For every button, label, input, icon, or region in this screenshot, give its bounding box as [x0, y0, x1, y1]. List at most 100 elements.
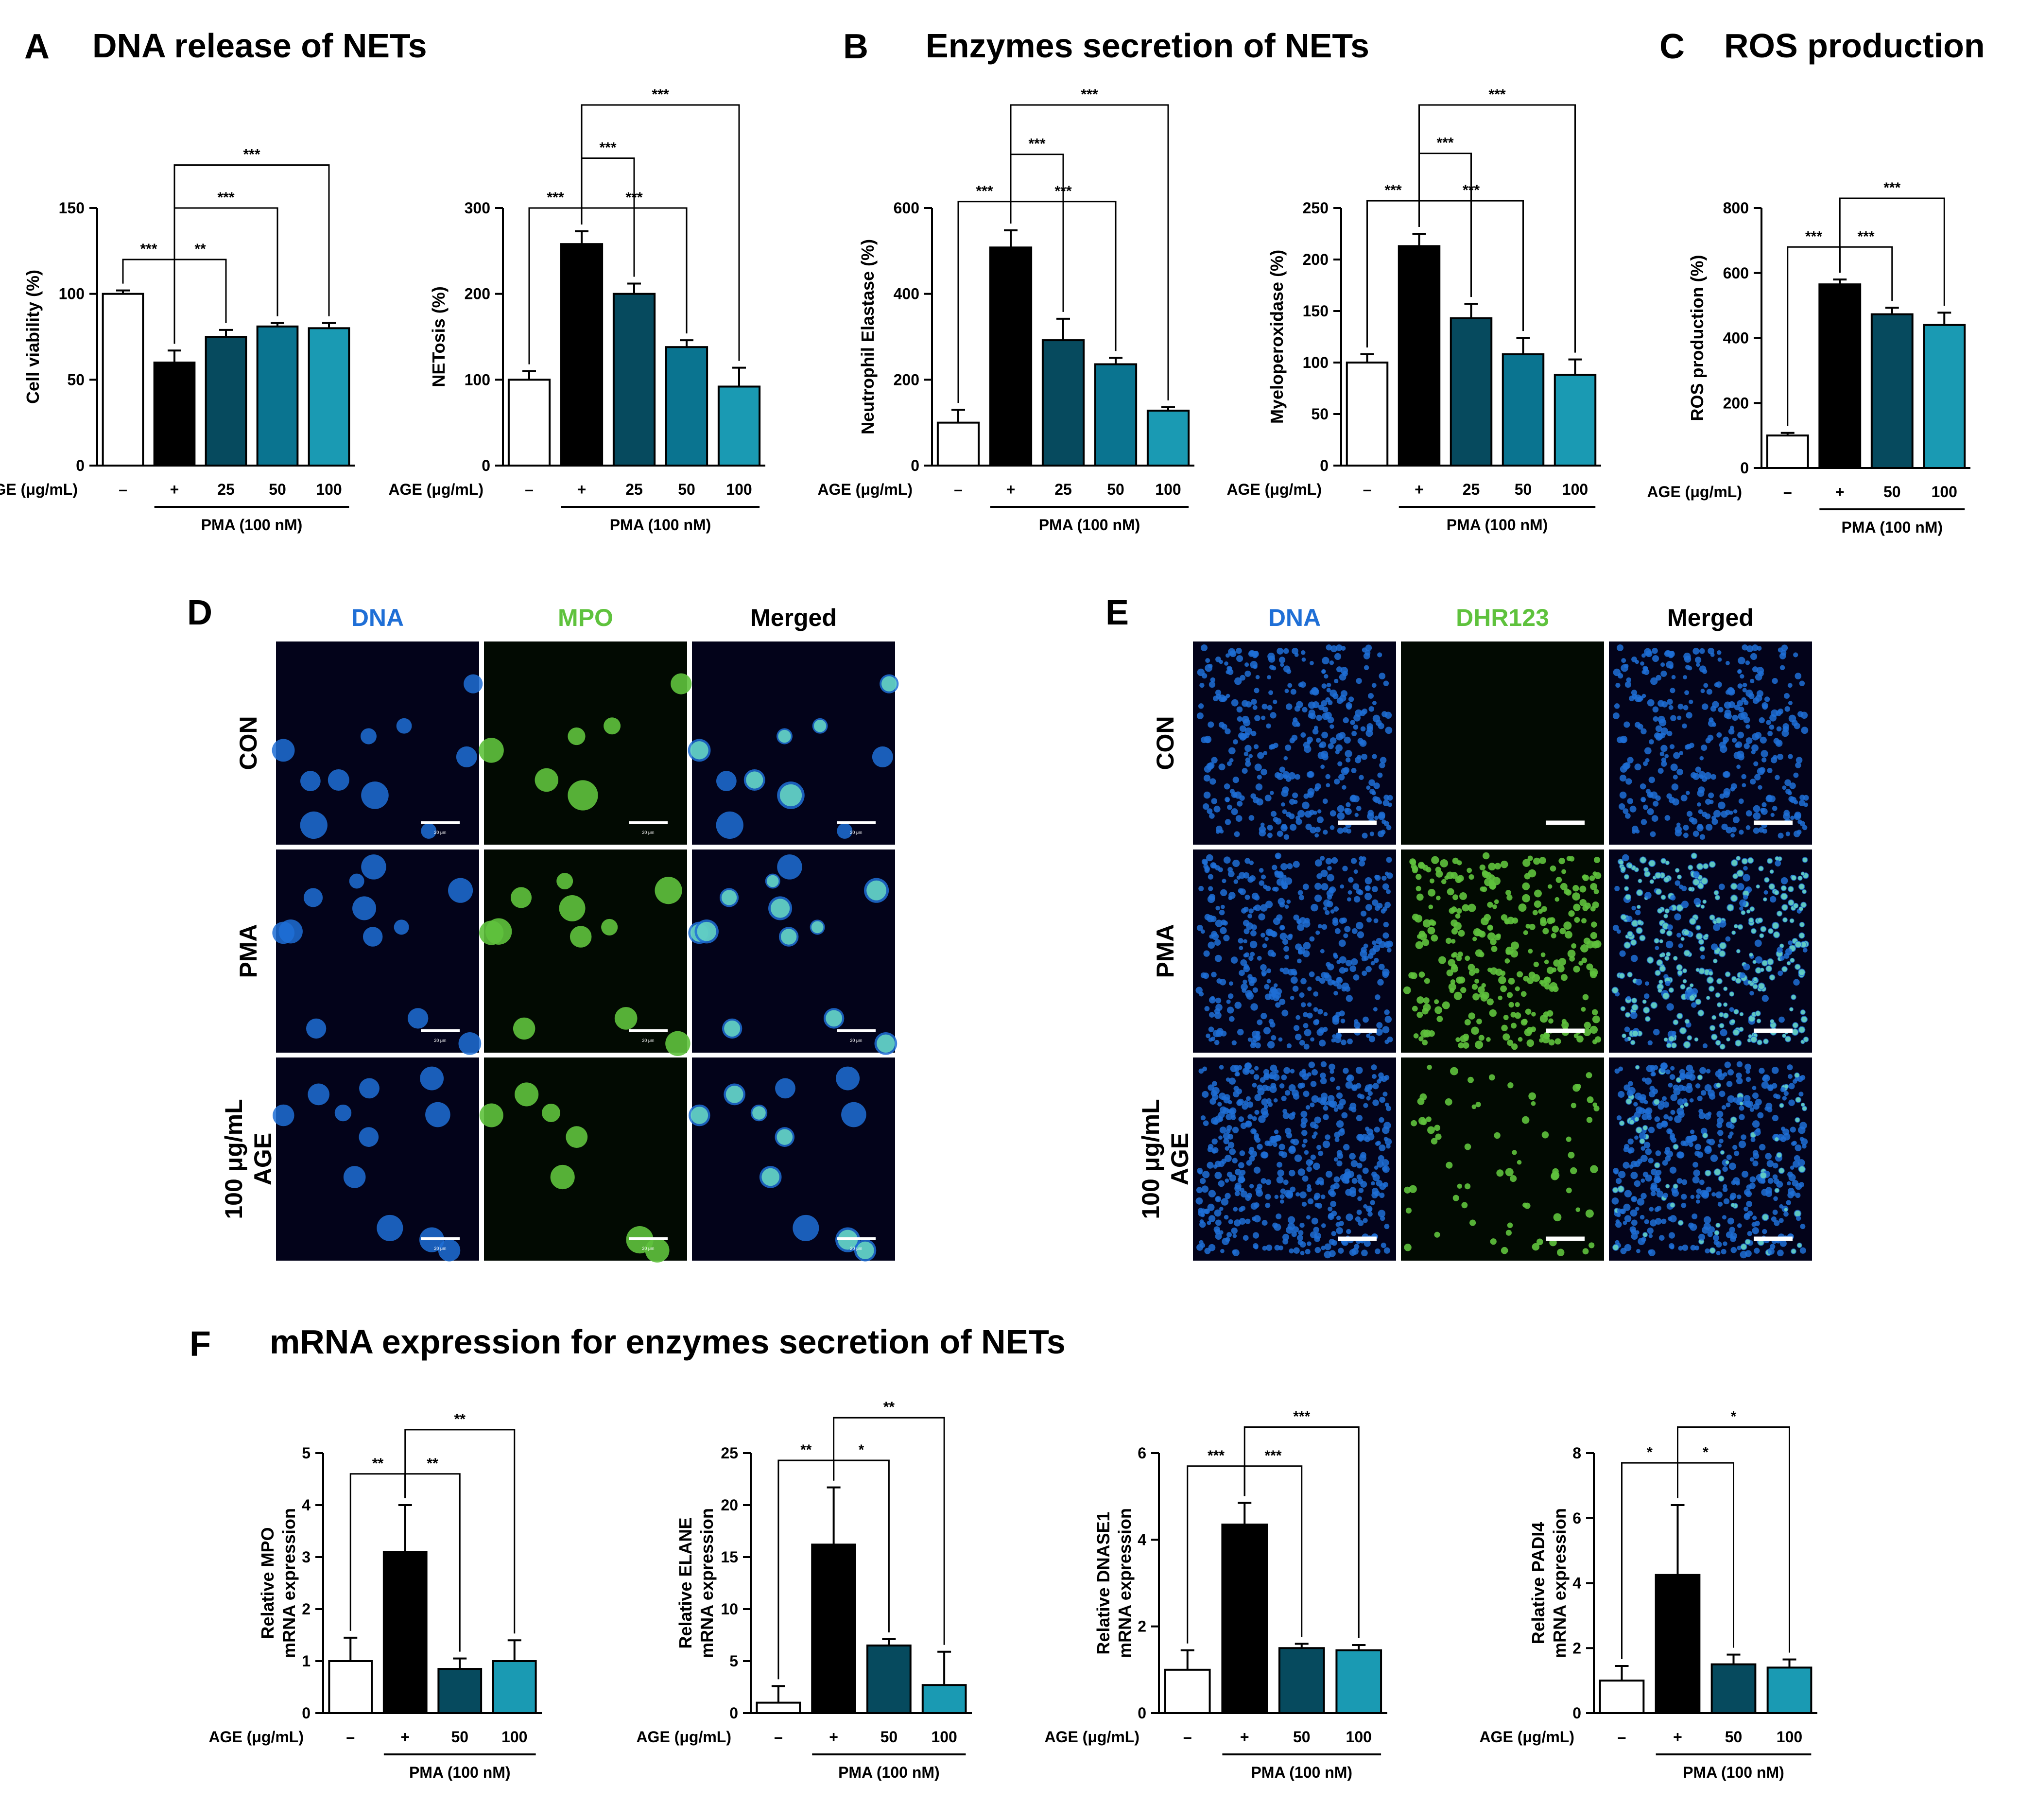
y-axis-label: NETosis (%) [429, 286, 449, 387]
bar-A1-3 [256, 325, 299, 467]
bar-B1-2 [1041, 339, 1085, 467]
y-tick-label: 600 [894, 199, 919, 217]
y-tick-label: 400 [1723, 329, 1749, 347]
chart-F3: 0 2 4 6 Relative DNASE1mRNA expression – +50 10… [1044, 1409, 1387, 1781]
significance-label: * [1647, 1444, 1653, 1460]
x-category-label: + [577, 481, 587, 498]
group-label: PMA (100 nM) [1039, 516, 1140, 534]
x-category-label: 100 [1155, 481, 1181, 498]
x-category-label: 25 [217, 481, 235, 498]
significance-label: *** [1436, 135, 1453, 151]
y-axis-label: Relative DNASE1mRNA expression [1093, 1508, 1135, 1658]
significance-label: *** [1488, 87, 1505, 103]
group-label: PMA (100 nM) [1683, 1764, 1784, 1781]
micrograph-d-r0-c1: 20 μm [479, 641, 692, 845]
chart-A2: 0 100 200 300 NETosis (%) – +25 50 100 AGE (μg/mL… [388, 87, 765, 534]
micrograph-d-r1-c1: 20 μm [479, 849, 691, 1056]
bar-B2-0 [1346, 362, 1389, 467]
bar-F2-3 [921, 1684, 967, 1714]
y-tick-label: 0 [482, 457, 490, 474]
bar-B2-1 [1398, 245, 1441, 467]
significance-label: * [859, 1442, 864, 1458]
x-category-label: 100 [501, 1728, 527, 1746]
significance-label: ** [454, 1411, 466, 1427]
micrograph-e-r1-c0 [1193, 849, 1396, 1053]
group-label: PMA (100 nM) [1841, 519, 1943, 536]
y-tick-label: 5 [729, 1652, 738, 1670]
y-tick-label: 0 [1138, 1704, 1146, 1722]
x-category-label: 100 [931, 1728, 957, 1746]
micrograph-e-r2-c2 [1609, 1057, 1812, 1261]
bar-F3-1 [1221, 1524, 1268, 1714]
panel-a-title: DNA release of NETs [92, 27, 427, 65]
y-tick-label: 200 [1723, 394, 1749, 412]
x-axis-label: AGE (μg/mL) [1647, 483, 1742, 501]
significance-label: *** [1857, 228, 1874, 244]
x-category-label: + [1240, 1728, 1249, 1746]
y-tick-label: 0 [302, 1704, 311, 1722]
x-category-label: – [1183, 1728, 1192, 1746]
y-tick-label: 100 [1303, 354, 1329, 371]
micrograph-d-r1-c2: 20 μm [688, 849, 898, 1055]
column-header-mpo: MPO [558, 604, 613, 631]
y-tick-label: 800 [1723, 199, 1749, 217]
x-category-label: 25 [1463, 481, 1480, 498]
chart-C1: 0 200 400 600 800 ROS production (%) – +50 100 AG… [1647, 180, 1970, 536]
significance-label: ** [800, 1442, 812, 1458]
x-category-label: 50 [1883, 483, 1901, 501]
scale-bar-label: 20 μm [642, 1246, 654, 1251]
bar-A2-4 [717, 385, 761, 467]
panel-c-letter: C [1659, 27, 1685, 66]
y-tick-label: 0 [729, 1704, 738, 1722]
significance-label: *** [140, 241, 157, 257]
significance-label: * [1703, 1444, 1709, 1460]
bar-A1-2 [205, 336, 247, 467]
y-tick-label: 4 [1572, 1575, 1581, 1592]
panel-c-title: ROS production [1724, 27, 1985, 65]
x-category-label: – [119, 481, 127, 498]
micrograph-e-r2-c1 [1401, 1057, 1604, 1261]
x-category-label: 100 [1562, 481, 1588, 498]
microscopy-panel-e: DNA DHR123 Merged CON PMA 100 μg/mLAGE [1137, 604, 1812, 1261]
x-category-label: – [346, 1728, 355, 1746]
significance-label: * [1731, 1409, 1737, 1425]
x-category-label: – [1363, 481, 1372, 498]
x-axis-label: AGE (μg/mL) [1226, 481, 1322, 498]
x-category-label: – [954, 481, 963, 498]
panel-f-title: mRNA expression for enzymes secretion of… [270, 1323, 1066, 1361]
significance-bracket [1839, 197, 1945, 306]
significance-label: ** [194, 241, 206, 257]
bar-F1-1 [382, 1551, 428, 1715]
bar-C1-3 [1923, 324, 1966, 469]
micrograph-d-r2-c2: 20 μm [689, 1057, 895, 1262]
bar-F1-2 [437, 1668, 483, 1715]
bar-F4-0 [1599, 1680, 1645, 1714]
scale-bar-label: 20 μm [642, 1038, 654, 1043]
microscopy-panel-d: DNA MPO Merged CON 20 μm 20 μm 20 μm PMA 20 μm 20… [220, 604, 899, 1263]
chart-F1: 0 1 2 3 4 5 Relative MPOmRNA expression – +50 100… [208, 1411, 542, 1781]
y-tick-label: 400 [894, 285, 919, 303]
significance-label: *** [976, 183, 993, 199]
y-tick-label: 100 [59, 285, 85, 303]
x-category-label: 25 [1054, 481, 1072, 498]
bar-B1-4 [1146, 409, 1190, 467]
bar-F4-1 [1655, 1574, 1701, 1714]
column-header-merged: Merged [750, 604, 837, 631]
x-category-label: 50 [269, 481, 286, 498]
x-category-label: 100 [1932, 483, 1957, 501]
significance-label: *** [1805, 228, 1822, 244]
x-category-label: 50 [1725, 1728, 1743, 1746]
bar-C1-1 [1818, 283, 1862, 469]
significance-bracket [404, 1429, 516, 1634]
x-axis-label: AGE (μg/mL) [636, 1728, 731, 1746]
x-category-label: – [1783, 483, 1792, 501]
y-tick-label: 3 [302, 1548, 311, 1566]
significance-bracket [173, 259, 227, 344]
y-tick-label: 4 [1138, 1531, 1146, 1548]
significance-label: *** [1081, 87, 1098, 103]
y-tick-label: 600 [1723, 264, 1749, 282]
significance-bracket [1243, 1426, 1360, 1639]
significance-label: ** [883, 1399, 895, 1415]
column-header-dhr123: DHR123 [1456, 604, 1549, 631]
x-axis-label: AGE (μg/mL) [1479, 1728, 1574, 1746]
